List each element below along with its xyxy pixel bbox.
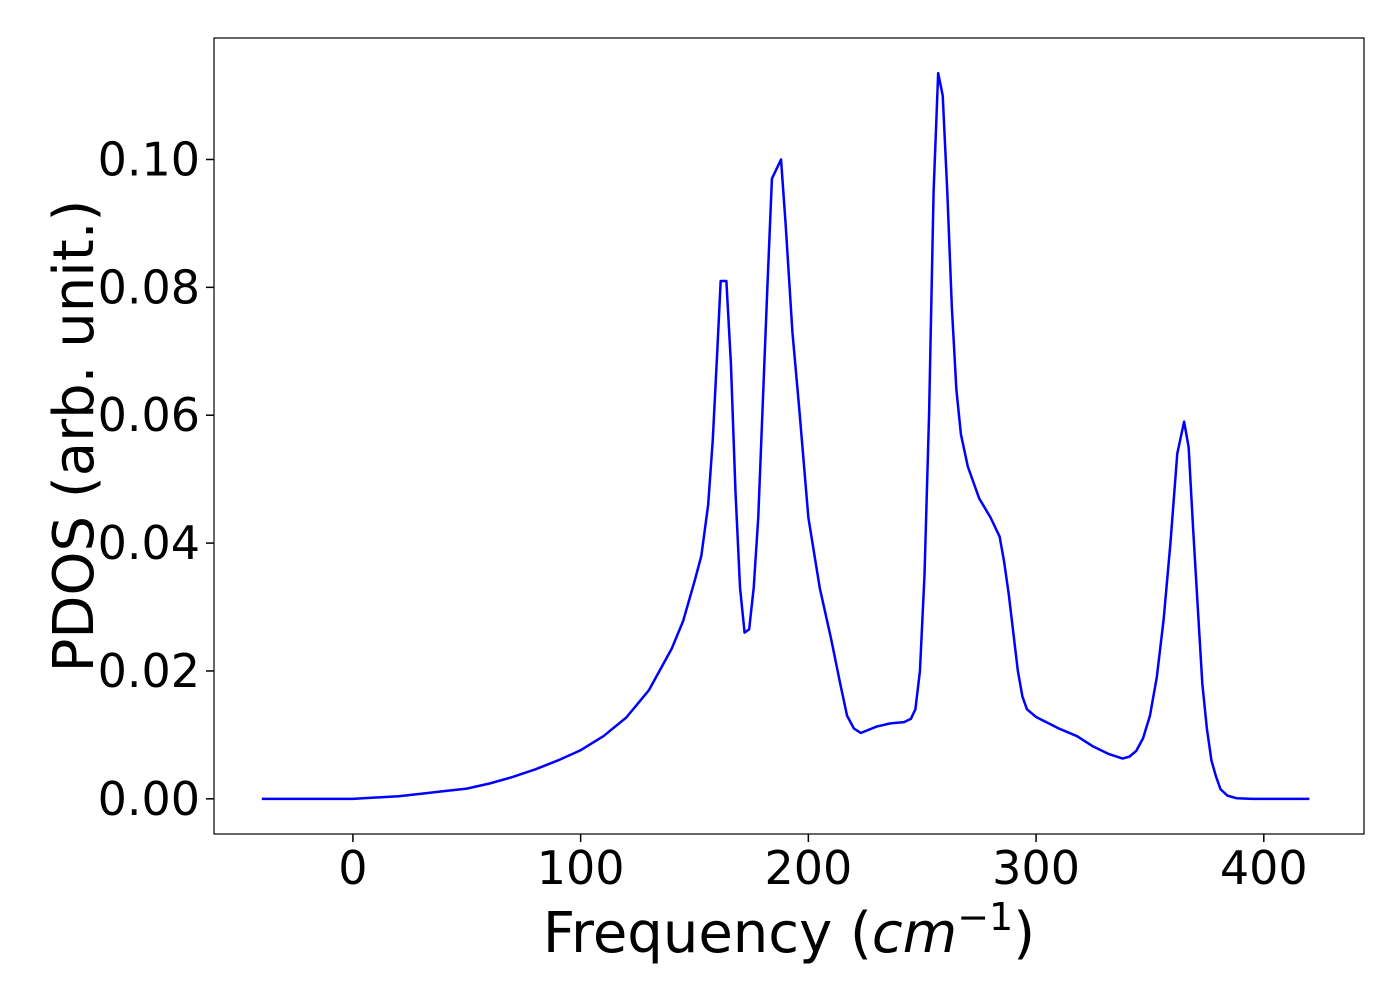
data-line bbox=[261, 71, 1310, 801]
x-tick-label: 100 bbox=[537, 841, 625, 895]
x-axis-label: Frequency (cm−1) bbox=[543, 895, 1035, 966]
plot-frame bbox=[213, 37, 1365, 835]
y-tick-label: 0.06 bbox=[98, 388, 200, 442]
y-tick-label: 0.02 bbox=[98, 644, 200, 698]
x-tick-label: 0 bbox=[338, 841, 367, 895]
y-tick-label: 0.04 bbox=[98, 516, 200, 570]
y-axis-label: PDOS (arb. unit.) bbox=[42, 200, 107, 673]
x-tick-label: 300 bbox=[992, 841, 1080, 895]
x-tick-label: 400 bbox=[1220, 841, 1308, 895]
x-tick-label: 200 bbox=[764, 841, 852, 895]
y-tick-label: 0.10 bbox=[98, 132, 200, 186]
y-tick-label: 0.08 bbox=[98, 260, 200, 314]
y-tick-label: 0.00 bbox=[98, 772, 200, 826]
